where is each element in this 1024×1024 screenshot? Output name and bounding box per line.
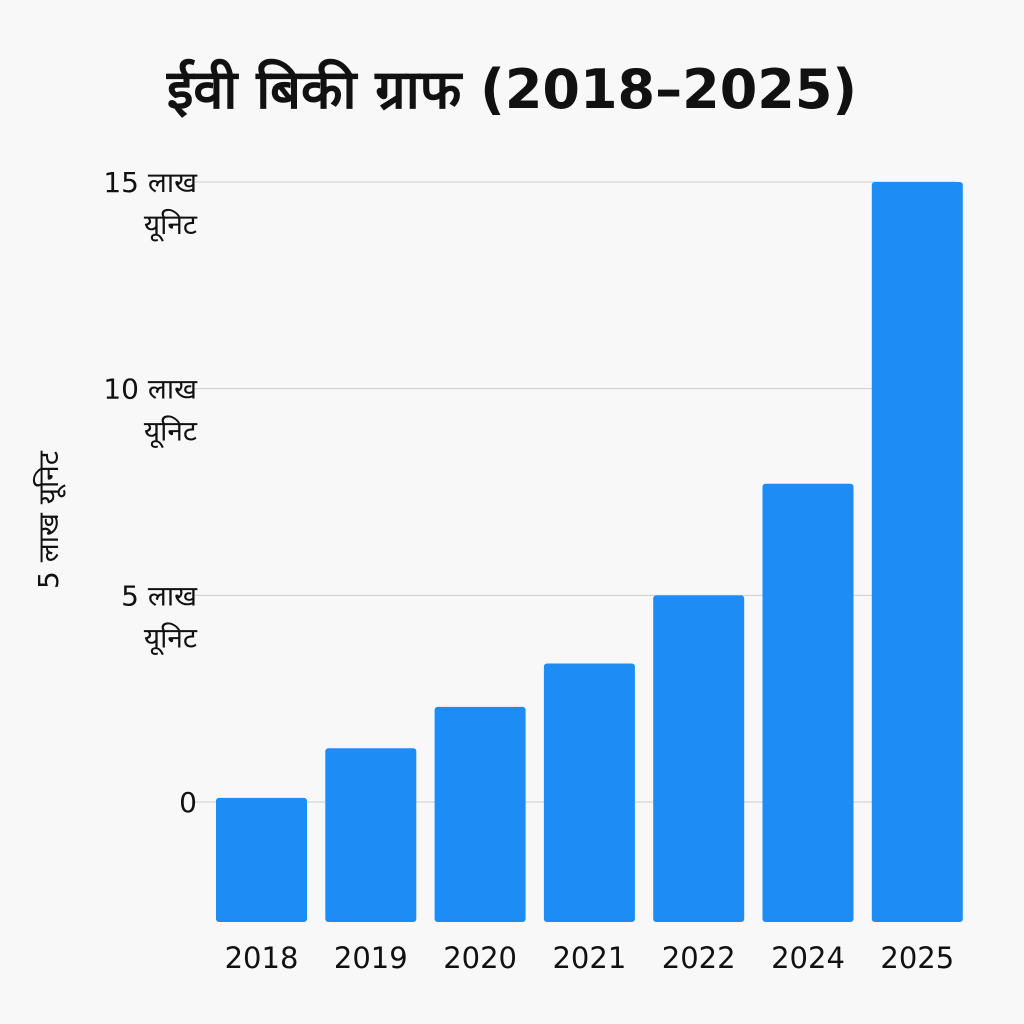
y-tick-label: 10 लाख (103, 373, 198, 406)
chart-title: ईवी बिकी ग्राफ (2018–2025) (166, 58, 858, 121)
x-tick-label: 2025 (880, 941, 954, 975)
x-tick-label: 2021 (552, 941, 626, 975)
bars (216, 182, 963, 922)
y-tick-label: 0 (179, 786, 197, 819)
x-tick-label: 2020 (443, 941, 517, 975)
bar-2020 (434, 706, 526, 922)
x-tick-labels: 2018 2019 2020 2021 2022 2024 2025 (225, 941, 955, 975)
y-tick-label: यूनिट (144, 208, 198, 242)
x-tick-label: 2022 (662, 941, 736, 975)
y-tick-label: यूनिट (144, 621, 198, 655)
bar-2025 (871, 182, 963, 922)
bar-2019 (325, 748, 417, 922)
y-tick-labels: 0 5 लाख यूनिट 10 लाख यूनिट 15 लाख यूनिट (103, 166, 198, 819)
y-tick-label: 15 लाख (103, 166, 198, 199)
x-tick-label: 2018 (225, 941, 299, 975)
x-tick-label: 2024 (771, 941, 845, 975)
bar-2018 (216, 797, 307, 922)
bar-2024 (762, 483, 854, 922)
y-tick-label: यूनिट (144, 415, 198, 449)
x-tick-label: 2019 (334, 941, 408, 975)
bar-2021 (543, 663, 635, 922)
bar-2022 (653, 595, 745, 922)
y-tick-label: 5 लाख (121, 579, 198, 612)
